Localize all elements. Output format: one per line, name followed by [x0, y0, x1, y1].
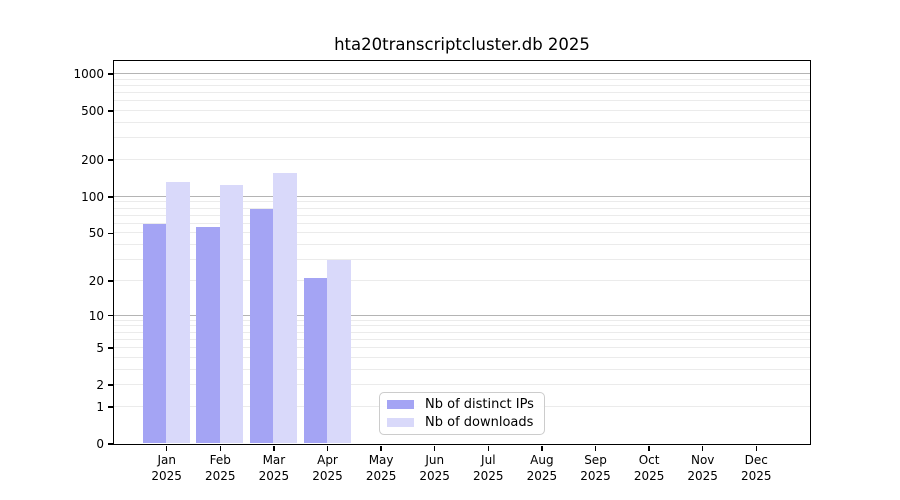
- y-tick: [108, 347, 113, 349]
- legend-row-distinct-ips: Nb of distinct IPs: [387, 396, 538, 413]
- x-tick-label-jan: Jan 2025: [151, 453, 182, 483]
- y-tick-label: 10: [88, 308, 104, 323]
- gridline-minor: [113, 122, 810, 124]
- y-tick: [108, 196, 113, 198]
- y-tick: [108, 232, 113, 235]
- x-tick: [594, 445, 597, 451]
- gridline-major: [113, 314, 810, 316]
- gridline-minor: [113, 214, 810, 216]
- y-tick: [108, 73, 113, 75]
- gridline-minor: [113, 159, 810, 160]
- x-tick-label-oct: Oct 2025: [633, 453, 665, 483]
- gridline-minor: [113, 78, 810, 80]
- y-tick: [108, 280, 113, 282]
- y-tick: [108, 384, 113, 386]
- legend-label-distinct-ips: Nb of distinct IPs: [425, 397, 534, 412]
- bar-downloads-feb: [219, 184, 244, 444]
- x-tick: [273, 445, 275, 451]
- gridline-minor: [113, 338, 810, 340]
- gridline-minor: [113, 92, 810, 94]
- x-tick: [219, 445, 222, 451]
- x-tick-label-sep: Sep 2025: [580, 453, 611, 483]
- gridline-minor: [113, 137, 810, 139]
- legend-swatch-distinct-ips-icon: [387, 400, 414, 409]
- x-tick: [326, 445, 329, 451]
- y-tick-label: 20: [88, 273, 104, 288]
- gridline-minor: [113, 356, 810, 358]
- x-tick-label-feb: Feb 2025: [205, 453, 236, 483]
- y-tick: [108, 406, 113, 408]
- plot-area: [112, 59, 811, 445]
- x-tick: [433, 445, 436, 451]
- y-tick-label: 1: [96, 399, 104, 414]
- x-tick-label-jul: Jul 2025: [473, 453, 504, 483]
- x-tick-label-mar: Mar 2025: [258, 453, 290, 483]
- x-tick: [380, 445, 382, 451]
- x-tick: [487, 445, 490, 451]
- y-tick-label: 100: [81, 189, 104, 204]
- y-tick-label: 5: [96, 341, 104, 356]
- gridline-minor: [113, 100, 810, 102]
- y-tick: [108, 110, 113, 112]
- legend-swatch-downloads-icon: [387, 418, 414, 427]
- gridline-minor: [113, 319, 810, 321]
- y-tick-label: 0: [96, 437, 104, 451]
- legend-label-downloads: Nb of downloads: [425, 415, 534, 430]
- y-tick-label: 1000: [73, 67, 104, 82]
- gridline-major: [113, 195, 810, 197]
- gridline-minor: [113, 368, 810, 370]
- y-tick-label: 200: [81, 153, 104, 167]
- y-tick: [108, 443, 113, 445]
- bar-downloads-apr: [327, 259, 351, 444]
- gridline-minor: [113, 259, 810, 261]
- bar-downloads-mar: [273, 172, 297, 444]
- y-tick-label: 500: [81, 104, 104, 119]
- x-tick-label-apr: Apr 2025: [312, 453, 343, 483]
- x-tick: [755, 445, 758, 451]
- y-tick: [108, 159, 113, 161]
- x-tick: [165, 445, 168, 451]
- bar-downloads-jan: [166, 181, 190, 444]
- gridline-minor: [113, 232, 810, 234]
- x-tick-label-dec: Dec 2025: [741, 453, 772, 483]
- gridline-minor: [113, 279, 810, 281]
- x-tick-label-aug: Aug 2025: [526, 453, 558, 483]
- gridline-minor: [113, 244, 810, 246]
- legend: Nb of distinct IPs Nb of downloads: [379, 392, 545, 435]
- gridline-minor: [113, 207, 810, 209]
- gridline-minor: [113, 84, 810, 86]
- y-tick: [108, 314, 113, 317]
- x-tick-label-nov: Nov 2025: [687, 453, 718, 483]
- bar-distinct-ips-jan: [142, 224, 167, 444]
- x-tick: [541, 445, 543, 451]
- gridline-minor: [113, 384, 810, 386]
- gridline-major: [113, 73, 810, 75]
- bar-distinct-ips-apr: [303, 277, 327, 444]
- y-tick-label: 50: [88, 226, 104, 241]
- bar-distinct-ips-feb: [196, 226, 220, 444]
- x-tick: [701, 445, 704, 451]
- x-tick-label-jun: Jun 2025: [419, 453, 450, 483]
- gridline-minor: [113, 110, 810, 112]
- gridline-minor: [113, 325, 810, 327]
- gridline-minor: [113, 222, 810, 224]
- gridline-minor: [113, 331, 810, 333]
- x-tick: [648, 445, 650, 451]
- legend-row-downloads: Nb of downloads: [387, 414, 538, 431]
- x-tick-label-may: May 2025: [365, 453, 397, 483]
- bar-distinct-ips-mar: [249, 208, 274, 444]
- y-tick-label: 2: [96, 378, 104, 393]
- chart-title: hta20transcriptcluster.db 2025: [334, 35, 590, 54]
- gridline-minor: [113, 347, 810, 349]
- gridline-minor: [113, 201, 810, 203]
